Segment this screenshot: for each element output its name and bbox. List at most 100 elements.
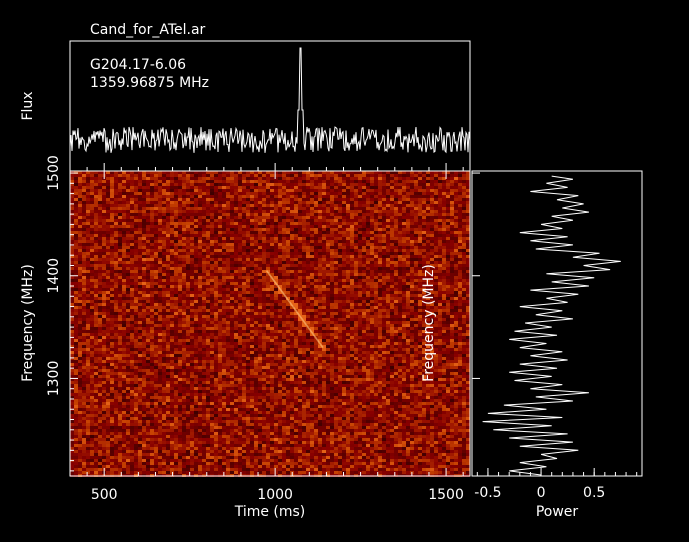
heatmap-cell [290,273,294,276]
heatmap-cell [98,189,102,192]
heatmap-cell [322,177,326,180]
heatmap-cell [450,246,454,249]
heatmap-cell [74,198,78,201]
heatmap-cell [390,285,394,288]
heatmap-cell [122,216,126,219]
heatmap-cell [422,258,426,261]
heatmap-cell [286,180,290,183]
heatmap-cell [378,225,382,228]
heatmap-cell [458,240,462,243]
heatmap-cell [354,252,358,255]
heatmap-cell [306,189,310,192]
heatmap-cell [342,291,346,294]
heatmap-cell [442,279,446,282]
heatmap-cell [270,234,274,237]
heatmap-cell [114,309,118,312]
heatmap-cell [378,201,382,204]
heatmap-cell [206,288,210,291]
heatmap-cell [98,246,102,249]
heatmap-cell [270,294,274,297]
heatmap-cell [454,228,458,231]
heatmap-cell [422,204,426,207]
heatmap-cell [370,195,374,198]
heatmap-cell [414,177,418,180]
heatmap-cell [326,222,330,225]
heatmap-cell [282,288,286,291]
heatmap-cell [106,177,110,180]
heatmap-cell [418,267,422,270]
heatmap-cell [74,297,78,300]
heatmap-cell [222,267,226,270]
heatmap-cell [406,294,410,297]
heatmap-cell [126,204,130,207]
heatmap-cell [402,285,406,288]
heatmap-cell [414,300,418,303]
heatmap-cell [402,288,406,291]
heatmap-cell [182,222,186,225]
heatmap-cell [462,207,466,210]
heatmap-cell [358,273,362,276]
heatmap-cell [70,291,74,294]
heatmap-cell [142,240,146,243]
heatmap-cell [130,249,134,252]
heatmap-cell [454,216,458,219]
heatmap-cell [414,270,418,273]
heatmap-cell [102,270,106,273]
heatmap-cell [162,264,166,267]
heatmap-cell [254,315,258,318]
heatmap-cell [214,234,218,237]
heatmap-cell [462,204,466,207]
heatmap-cell [354,300,358,303]
heatmap-cell [306,258,310,261]
heatmap-cell [206,294,210,297]
heatmap-cell [102,204,106,207]
heatmap-cell [202,228,206,231]
heatmap-cell [378,315,382,318]
heatmap-cell [278,294,282,297]
heatmap-cell [450,270,454,273]
heatmap-cell [390,237,394,240]
heatmap-cell [386,297,390,300]
heatmap-cell [266,315,270,318]
heatmap-cell [242,261,246,264]
heatmap-cell [310,252,314,255]
heatmap-cell [78,261,82,264]
heatmap-cell [358,279,362,282]
heatmap-cell [194,264,198,267]
heatmap-cell [394,213,398,216]
heatmap-cell [238,252,242,255]
heatmap-cell [258,207,262,210]
heatmap-cell [238,300,242,303]
heatmap-cell [402,264,406,267]
heatmap-cell [310,174,314,177]
heatmap-cell [270,267,274,270]
heatmap-cell [154,282,158,285]
heatmap-cell [374,189,378,192]
heatmap-cell [142,261,146,264]
heatmap-cell [206,300,210,303]
heatmap-cell [146,285,150,288]
heatmap-cell [326,270,330,273]
heatmap-cell [466,243,470,246]
heatmap-cell [382,201,386,204]
heatmap-cell [282,276,286,279]
heatmap-cell [350,171,354,174]
heatmap-cell [450,216,454,219]
heatmap-cell [306,192,310,195]
heatmap-cell [130,174,134,177]
heatmap-cell [438,255,442,258]
heatmap-cell [302,270,306,273]
heatmap-cell [142,174,146,177]
heatmap-cell [346,246,350,249]
heatmap-cell [98,255,102,258]
heatmap-cell [102,294,106,297]
heatmap-cell [374,285,378,288]
heatmap-cell [418,246,422,249]
heatmap-cell [462,261,466,264]
heatmap-cell [98,204,102,207]
heatmap-cell [390,177,394,180]
heatmap-cell [178,246,182,249]
heatmap-cell [126,300,130,303]
heatmap-cell [366,300,370,303]
heatmap-cell [78,171,82,174]
